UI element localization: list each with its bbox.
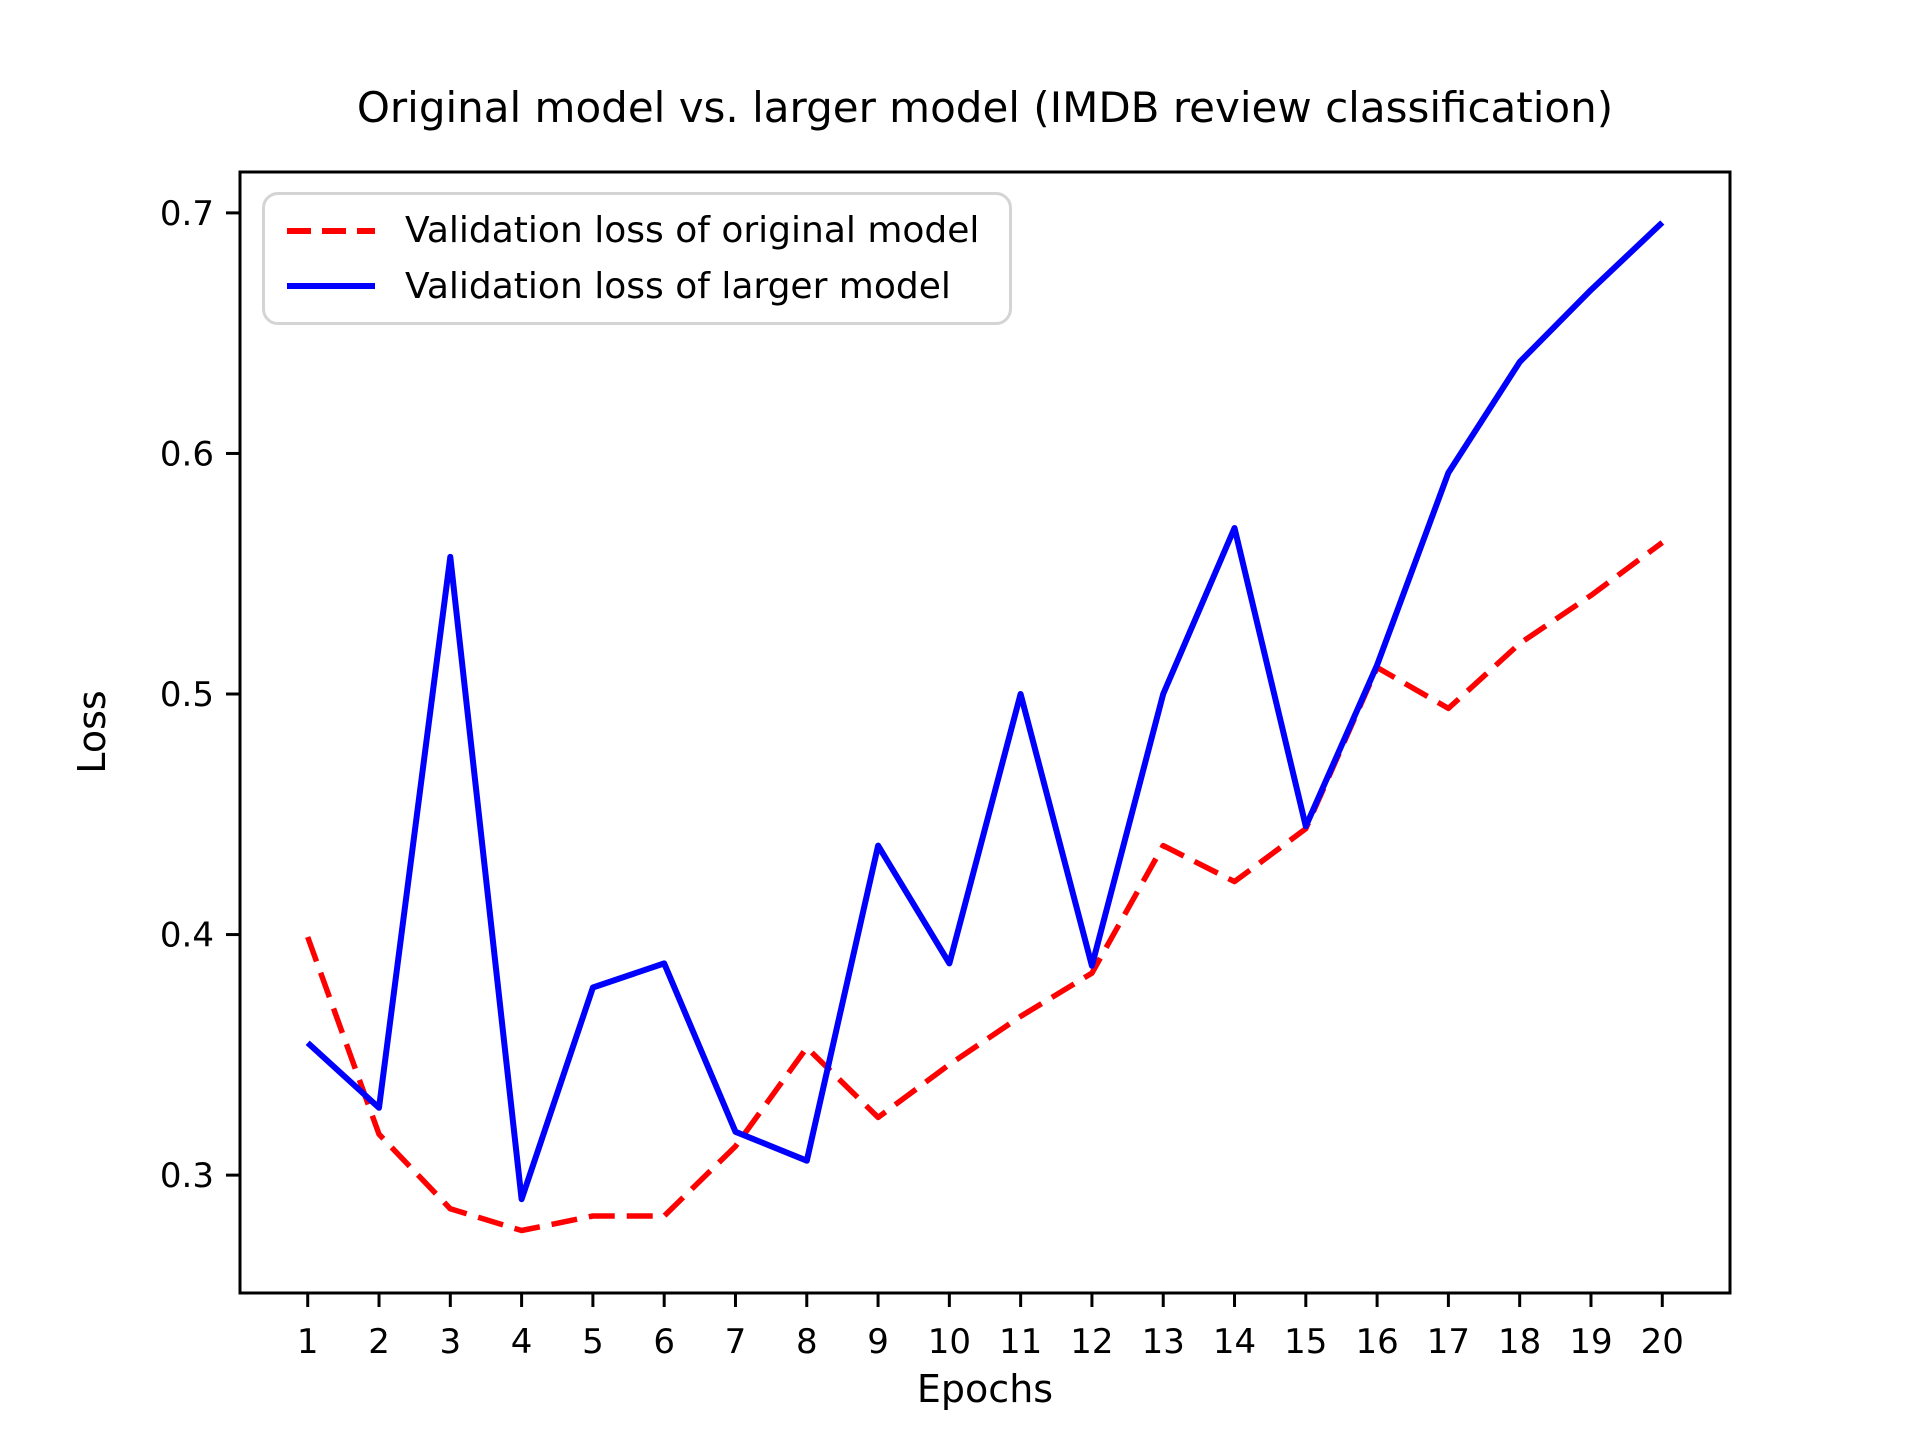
- y-tick-label: 0.6: [160, 434, 214, 474]
- x-tick-label: 11: [999, 1322, 1042, 1362]
- x-axis-label: Epochs: [917, 1367, 1053, 1411]
- plot-area: 0.30.40.50.60.71 2 3 4 5 6 7 8 9 10 11 12 13 14 15 16 17…: [160, 170, 1732, 1362]
- x-tick-label: 15: [1284, 1322, 1327, 1362]
- x-tick-label: 1: [297, 1322, 319, 1362]
- legend-item-larger-model: Validation loss of larger model: [287, 265, 979, 307]
- y-tick-label: 0.4: [160, 916, 214, 956]
- solid-blue-line-icon: [287, 283, 375, 290]
- x-tick-label: 17: [1427, 1322, 1470, 1362]
- y-tick-label: 0.3: [160, 1156, 214, 1196]
- x-tick-label: 8: [796, 1322, 818, 1362]
- plot-frame: [238, 170, 1732, 1295]
- legend-label-original-model: Validation loss of original model: [405, 210, 980, 251]
- x-tick-label: 18: [1498, 1322, 1541, 1362]
- x-tick-label: 12: [1070, 1322, 1113, 1362]
- x-tick-label: 2: [368, 1322, 390, 1362]
- dashed-red-line-icon: [287, 227, 375, 234]
- y-axis-label: Loss: [70, 690, 114, 773]
- x-tick-label: 20: [1641, 1322, 1684, 1362]
- x-tick-label: 3: [439, 1322, 461, 1362]
- x-tick-label: 19: [1569, 1322, 1612, 1362]
- y-tick-label: 0.7: [160, 194, 214, 234]
- x-tick-label: 16: [1355, 1322, 1398, 1362]
- x-tick-label: 5: [582, 1322, 604, 1362]
- chart-title: Original model vs. larger model (IMDB re…: [357, 83, 1613, 132]
- x-tick-label: 4: [511, 1322, 533, 1362]
- legend-label-larger-model: Validation loss of larger model: [405, 265, 951, 307]
- series-line-larger-model: [305, 220, 1665, 1203]
- x-tick-label: 6: [653, 1322, 675, 1362]
- series-line-original-model: [305, 540, 1664, 1234]
- x-tick-label: 14: [1213, 1322, 1256, 1362]
- legend-item-original-model: Validation loss of original model: [287, 211, 979, 251]
- x-tick-label: 10: [928, 1322, 971, 1362]
- legend: Validation loss of original model Valida…: [262, 192, 1013, 326]
- x-tick-label: 7: [725, 1322, 747, 1362]
- x-tick-label: 9: [867, 1322, 889, 1362]
- x-tick-label: 13: [1142, 1322, 1185, 1362]
- y-tick-label: 0.5: [160, 675, 214, 715]
